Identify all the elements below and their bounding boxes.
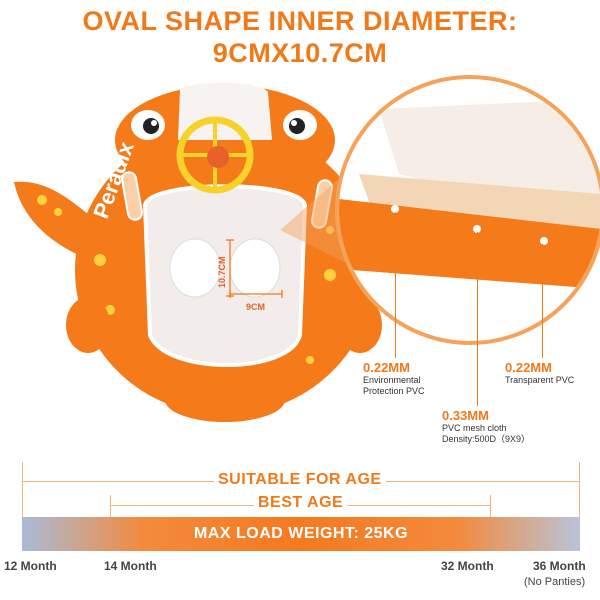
best-age-label: BEST AGE (254, 494, 348, 512)
best-mark-right (490, 495, 491, 517)
spec-value: 0.22MM (363, 360, 410, 375)
float-seat (142, 184, 308, 367)
float-tail (14, 181, 95, 260)
spec-transparent-pvc: 0.22MM Transparent PVC (505, 360, 574, 386)
spec-value: 0.33MM (442, 408, 489, 423)
baby-float-illustration: Peradix 10.7CM 9CM (14, 82, 382, 422)
range-mark-right (579, 462, 580, 517)
steering-wheel-icon (176, 116, 254, 194)
dim-width-label: 9CM (246, 302, 265, 312)
spec-value: 0.22MM (505, 360, 552, 375)
heading-line-2: 9CMX10.7CM (212, 38, 388, 68)
spec-desc: Environmental (363, 375, 421, 385)
tick-36-month: 36 Month (533, 559, 586, 573)
tick-12-month: 12 Month (4, 559, 57, 573)
spec-desc: Protection PVC (363, 386, 425, 396)
spec-environmental-pvc: 0.22MM Environmental Protection PVC (363, 360, 425, 397)
load-weight-bar: MAX LOAD WEIGHT: 25KG (22, 517, 580, 551)
best-mark-left (110, 495, 111, 517)
material-zoom-circle (335, 75, 600, 345)
suitable-age-label: SUITABLE FOR AGE (214, 471, 386, 489)
float-front-fin (165, 378, 285, 422)
tick-32-month: 32 Month (441, 559, 494, 573)
tick-14-month: 14 Month (104, 559, 157, 573)
leader-line-1 (395, 212, 396, 358)
load-weight-label: MAX LOAD WEIGHT: 25KG (193, 525, 409, 542)
leader-line-3 (542, 244, 543, 358)
right-flipper (338, 297, 382, 353)
left-leg-hole (169, 238, 221, 298)
range-mark-left (22, 462, 23, 517)
spec-desc: Transparent PVC (505, 375, 575, 385)
layer-environmental-pvc (339, 199, 600, 289)
no-panties-note: (No Panties) (524, 576, 586, 588)
leader-line-2 (477, 232, 478, 406)
dimension-markers (226, 239, 283, 298)
heading-line-1: OVAL SHAPE INNER DIAMETER: (82, 6, 518, 36)
spec-mesh-cloth: 0.33MM PVC mesh cloth Density:500D（9X9） (442, 408, 530, 445)
left-flipper (66, 297, 110, 353)
dim-height-label: 10.7CM (217, 256, 227, 288)
right-handle (311, 179, 333, 229)
spec-desc: Density:500D（9X9） (442, 434, 531, 444)
left-handle (121, 171, 143, 221)
spec-desc: PVC mesh cloth (442, 423, 507, 433)
